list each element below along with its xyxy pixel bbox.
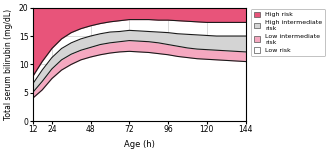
X-axis label: Age (h): Age (h) <box>123 140 154 149</box>
Y-axis label: Total serum bilirubin (mg/dL): Total serum bilirubin (mg/dL) <box>4 9 13 120</box>
Legend: High risk, High intermediate
risk, Low intermediate
risk, Low risk: High risk, High intermediate risk, Low i… <box>251 9 325 56</box>
